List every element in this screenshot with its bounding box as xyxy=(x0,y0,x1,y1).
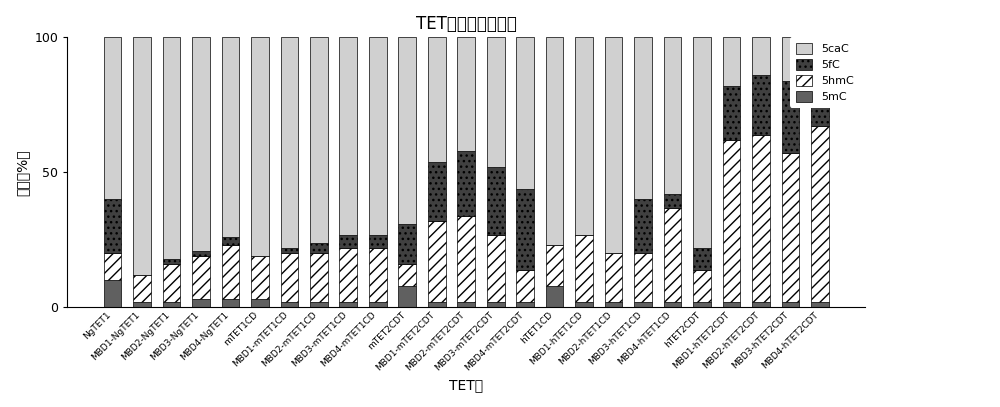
Bar xyxy=(516,37,534,188)
Bar xyxy=(133,37,151,275)
Bar xyxy=(575,302,593,307)
Bar xyxy=(251,299,269,307)
Bar xyxy=(339,234,357,248)
Bar xyxy=(487,302,505,307)
Bar xyxy=(281,37,298,248)
Bar xyxy=(369,234,387,248)
Bar xyxy=(811,302,829,307)
Bar xyxy=(369,302,387,307)
Bar xyxy=(487,37,505,167)
Bar xyxy=(163,302,180,307)
Bar xyxy=(339,248,357,302)
Bar xyxy=(398,37,416,224)
Bar xyxy=(428,162,446,221)
Bar xyxy=(281,302,298,307)
Bar xyxy=(782,153,799,302)
Bar xyxy=(546,286,563,307)
Bar xyxy=(104,254,121,280)
Bar xyxy=(310,302,328,307)
Bar xyxy=(163,37,180,259)
Bar xyxy=(752,75,770,135)
Bar xyxy=(664,194,681,208)
Bar xyxy=(310,254,328,302)
Bar xyxy=(398,286,416,307)
Bar xyxy=(251,37,269,256)
Bar xyxy=(310,37,328,243)
Bar xyxy=(546,37,563,245)
Bar xyxy=(811,78,829,127)
Bar xyxy=(192,37,210,251)
Bar xyxy=(693,37,711,248)
X-axis label: TET鼶: TET鼶 xyxy=(449,378,483,392)
Bar xyxy=(369,248,387,302)
Bar xyxy=(398,224,416,264)
Bar xyxy=(104,37,121,199)
Bar xyxy=(222,299,239,307)
Bar xyxy=(782,37,799,81)
Bar xyxy=(723,86,740,140)
Bar xyxy=(693,269,711,302)
Legend: 5caC, 5fC, 5hmC, 5mC: 5caC, 5fC, 5hmC, 5mC xyxy=(790,37,859,108)
Bar xyxy=(693,302,711,307)
Bar xyxy=(782,81,799,153)
Bar xyxy=(575,234,593,302)
Bar xyxy=(192,251,210,256)
Bar xyxy=(398,264,416,286)
Bar xyxy=(664,37,681,194)
Bar xyxy=(163,259,180,264)
Title: TET鼶氧化产物占比: TET鼶氧化产物占比 xyxy=(416,15,517,33)
Bar xyxy=(163,264,180,302)
Bar xyxy=(634,302,652,307)
Bar xyxy=(339,302,357,307)
Bar xyxy=(457,151,475,216)
Bar xyxy=(133,302,151,307)
Bar xyxy=(339,37,357,234)
Bar xyxy=(281,248,298,254)
Bar xyxy=(752,37,770,75)
Bar xyxy=(104,199,121,254)
Bar xyxy=(811,127,829,302)
Bar xyxy=(546,245,563,286)
Bar xyxy=(428,302,446,307)
Bar xyxy=(575,37,593,234)
Bar xyxy=(664,302,681,307)
Bar xyxy=(310,243,328,254)
Bar xyxy=(723,140,740,302)
Bar xyxy=(369,37,387,234)
Bar xyxy=(605,37,622,254)
Bar xyxy=(222,245,239,299)
Bar xyxy=(516,188,534,269)
Bar xyxy=(487,167,505,234)
Bar xyxy=(487,234,505,302)
Bar xyxy=(104,280,121,307)
Bar xyxy=(605,302,622,307)
Bar xyxy=(693,248,711,269)
Bar xyxy=(664,208,681,302)
Bar xyxy=(222,237,239,245)
Bar xyxy=(428,221,446,302)
Bar xyxy=(634,37,652,199)
Bar xyxy=(133,275,151,302)
Bar xyxy=(516,269,534,302)
Bar xyxy=(782,302,799,307)
Bar xyxy=(457,216,475,302)
Bar xyxy=(723,302,740,307)
Bar xyxy=(634,254,652,302)
Bar xyxy=(281,254,298,302)
Bar xyxy=(192,256,210,299)
Bar xyxy=(723,37,740,86)
Bar xyxy=(428,37,446,162)
Bar xyxy=(457,302,475,307)
Bar xyxy=(634,199,652,254)
Bar xyxy=(752,302,770,307)
Bar xyxy=(811,37,829,78)
Bar xyxy=(605,254,622,302)
Y-axis label: 占比（%）: 占比（%） xyxy=(15,149,29,196)
Bar xyxy=(192,299,210,307)
Bar xyxy=(516,302,534,307)
Bar xyxy=(222,37,239,237)
Bar xyxy=(752,135,770,302)
Bar xyxy=(251,256,269,299)
Bar xyxy=(457,37,475,151)
